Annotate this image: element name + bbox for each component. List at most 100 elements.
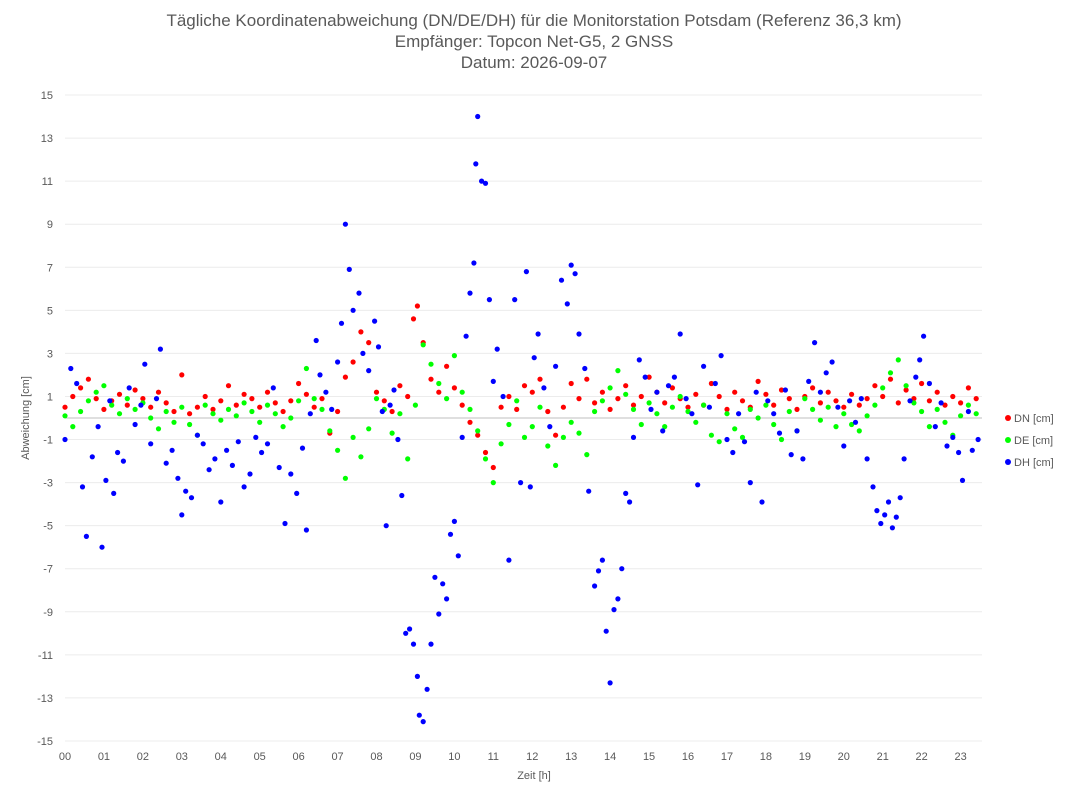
data-point	[313, 337, 319, 344]
data-point	[706, 404, 713, 410]
data-point	[424, 686, 430, 692]
data-point	[880, 385, 886, 391]
data-point	[582, 365, 588, 372]
data-point	[358, 329, 364, 335]
data-point	[412, 402, 418, 408]
legend-marker	[1005, 437, 1011, 443]
data-point	[685, 408, 691, 415]
data-point	[806, 378, 812, 384]
data-point	[638, 393, 644, 400]
data-point	[410, 316, 417, 322]
data-point	[800, 456, 806, 462]
x-tick-label: 11	[488, 751, 499, 763]
data-point	[849, 391, 855, 397]
data-point	[447, 531, 454, 537]
data-point	[282, 520, 288, 527]
data-point	[327, 428, 333, 434]
data-point	[157, 346, 163, 352]
data-point	[179, 404, 185, 410]
data-point	[648, 406, 654, 412]
data-point	[132, 421, 138, 428]
data-point	[224, 447, 230, 453]
data-point	[459, 402, 465, 408]
data-point	[870, 484, 876, 490]
data-point	[903, 387, 909, 393]
data-point	[907, 398, 913, 404]
data-point	[730, 449, 736, 456]
x-tick-label: 09	[409, 751, 421, 763]
data-point	[630, 402, 637, 408]
data-point	[270, 385, 276, 391]
x-tick-label: 12	[526, 751, 538, 763]
data-point	[576, 396, 582, 402]
data-point	[829, 359, 835, 365]
data-point	[85, 398, 91, 404]
data-point	[500, 393, 506, 400]
data-point	[436, 389, 442, 395]
data-point	[163, 408, 169, 415]
data-point	[560, 434, 567, 440]
y-tick-label: 11	[42, 176, 53, 188]
data-point	[642, 374, 648, 380]
data-point	[70, 393, 76, 400]
data-point	[397, 383, 403, 389]
data-point	[926, 380, 933, 387]
data-point	[420, 719, 426, 725]
data-point	[416, 712, 422, 718]
data-point	[451, 385, 457, 391]
data-point	[825, 389, 831, 395]
y-tick-label: 13	[41, 133, 53, 145]
data-point	[858, 396, 864, 402]
data-point	[475, 113, 481, 120]
x-axis-title: Zeit [h]	[517, 770, 551, 782]
data-point	[973, 396, 979, 402]
chart-subtitle: Empfänger: Topcon Net-G5, 2 GNSS	[394, 32, 674, 51]
data-point	[187, 411, 193, 417]
data-point	[607, 385, 613, 391]
data-point	[383, 523, 389, 529]
data-point	[494, 346, 500, 352]
data-point	[724, 436, 730, 443]
data-point	[747, 406, 753, 412]
data-point	[741, 439, 748, 445]
data-point	[669, 404, 676, 410]
x-tick-label: 16	[682, 751, 694, 763]
data-point	[101, 406, 107, 412]
data-point	[218, 398, 224, 404]
y-axis-title: Abweichung [cm]	[20, 376, 32, 460]
data-point	[317, 372, 323, 378]
data-point	[257, 419, 263, 425]
data-point	[407, 626, 413, 632]
data-point	[303, 527, 309, 533]
x-tick-label: 13	[565, 751, 577, 763]
data-point	[958, 413, 964, 419]
data-point	[85, 376, 91, 382]
data-point	[810, 385, 816, 391]
data-point	[584, 452, 590, 458]
data-point	[771, 411, 777, 417]
data-point	[607, 406, 613, 412]
y-tick-label: 9	[47, 219, 53, 231]
data-point	[338, 320, 345, 326]
legend-label: DE [cm]	[1014, 435, 1053, 447]
y-tick-label: -9	[43, 607, 53, 619]
data-point	[973, 411, 979, 417]
data-point	[739, 398, 746, 404]
y-tick-label: 5	[47, 305, 53, 317]
x-tick-label: 07	[331, 751, 343, 763]
data-point	[272, 400, 278, 406]
data-point	[414, 673, 420, 680]
y-axis-tick-labels: 15 13 11 9 7 5 3 1 -1 -3 -5 -7 -9 -11 -13 -15	[37, 90, 53, 748]
x-tick-label: 01	[98, 751, 110, 763]
data-point	[171, 408, 177, 415]
data-point	[716, 393, 722, 400]
data-point	[558, 277, 565, 283]
data-point	[498, 404, 504, 410]
data-point	[623, 383, 629, 389]
data-point	[467, 290, 473, 296]
data-point	[366, 368, 372, 374]
data-point	[535, 331, 541, 337]
data-point	[440, 581, 446, 587]
data-point	[917, 357, 923, 363]
